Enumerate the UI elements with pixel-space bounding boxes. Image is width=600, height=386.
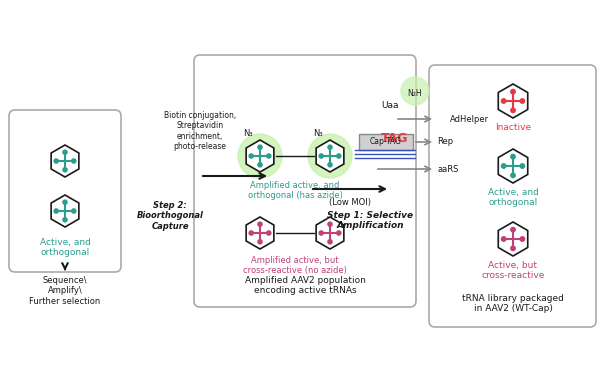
Circle shape (267, 231, 271, 235)
Circle shape (511, 108, 515, 113)
Circle shape (328, 240, 332, 244)
FancyBboxPatch shape (429, 65, 596, 327)
Circle shape (401, 77, 429, 105)
Circle shape (54, 209, 58, 213)
Text: N₂H: N₂H (407, 90, 422, 98)
Circle shape (337, 231, 341, 235)
Text: N₃: N₃ (243, 129, 253, 138)
Circle shape (328, 222, 332, 226)
FancyBboxPatch shape (9, 110, 121, 272)
FancyBboxPatch shape (359, 134, 413, 150)
Circle shape (308, 134, 352, 178)
Text: aaRS: aaRS (437, 164, 458, 173)
Circle shape (72, 159, 76, 163)
Polygon shape (316, 217, 344, 249)
Text: Inactive: Inactive (495, 123, 531, 132)
Circle shape (63, 150, 67, 154)
Text: tRNA library packaged
in AAV2 (WT-Cap): tRNA library packaged in AAV2 (WT-Cap) (462, 294, 564, 313)
Text: Active, and
orthogonal: Active, and orthogonal (40, 238, 91, 257)
Circle shape (63, 218, 67, 222)
Circle shape (267, 154, 271, 158)
Text: AdHelper: AdHelper (450, 115, 489, 124)
Circle shape (258, 163, 262, 167)
FancyBboxPatch shape (194, 55, 416, 307)
Text: Amplified active, and
orthogonal (has azide): Amplified active, and orthogonal (has az… (248, 181, 343, 200)
Circle shape (511, 246, 515, 251)
Text: Sequence\
Amplify\
Further selection: Sequence\ Amplify\ Further selection (29, 276, 101, 306)
Polygon shape (51, 195, 79, 227)
Circle shape (258, 240, 262, 244)
Polygon shape (51, 145, 79, 177)
Text: Uaa: Uaa (381, 102, 399, 110)
Text: Step 1: Selective
Amplification: Step 1: Selective Amplification (327, 211, 413, 230)
Circle shape (520, 164, 524, 168)
Circle shape (63, 200, 67, 204)
Circle shape (337, 154, 341, 158)
Text: Cap-TAG: Cap-TAG (370, 137, 402, 147)
Circle shape (520, 99, 524, 103)
Circle shape (258, 222, 262, 226)
Circle shape (238, 134, 282, 178)
Polygon shape (246, 217, 274, 249)
Text: Active, but
cross-reactive: Active, but cross-reactive (481, 261, 545, 280)
Circle shape (258, 145, 262, 149)
Circle shape (502, 164, 506, 168)
Circle shape (520, 237, 524, 241)
Circle shape (72, 209, 76, 213)
Polygon shape (498, 149, 528, 183)
Text: N₃: N₃ (313, 129, 323, 138)
Circle shape (328, 163, 332, 167)
Circle shape (319, 231, 323, 235)
Circle shape (511, 90, 515, 94)
Circle shape (511, 227, 515, 232)
Text: Active, and
orthogonal: Active, and orthogonal (488, 188, 538, 207)
Polygon shape (316, 140, 344, 172)
Polygon shape (498, 84, 528, 118)
Text: Amplified AAV2 population
encoding active tRNAs: Amplified AAV2 population encoding activ… (245, 276, 365, 295)
Circle shape (249, 154, 253, 158)
Circle shape (63, 168, 67, 172)
Polygon shape (246, 140, 274, 172)
Circle shape (511, 173, 515, 178)
Circle shape (511, 154, 515, 159)
Text: Biotin conjugation,
Streptavidin
enrichment,
photo-release: Biotin conjugation, Streptavidin enrichm… (164, 111, 236, 151)
Circle shape (54, 159, 58, 163)
Circle shape (319, 154, 323, 158)
Text: Step 2:
Bioorthogonal
Capture: Step 2: Bioorthogonal Capture (137, 201, 203, 231)
Text: Amplified active, but
cross-reactive (no azide): Amplified active, but cross-reactive (no… (243, 256, 347, 275)
Text: (Low MOI): (Low MOI) (329, 198, 371, 207)
Polygon shape (498, 222, 528, 256)
Text: Rep: Rep (437, 137, 453, 147)
Circle shape (502, 237, 506, 241)
Circle shape (502, 99, 506, 103)
Text: TAG: TAG (381, 132, 409, 144)
Circle shape (249, 231, 253, 235)
Circle shape (328, 145, 332, 149)
